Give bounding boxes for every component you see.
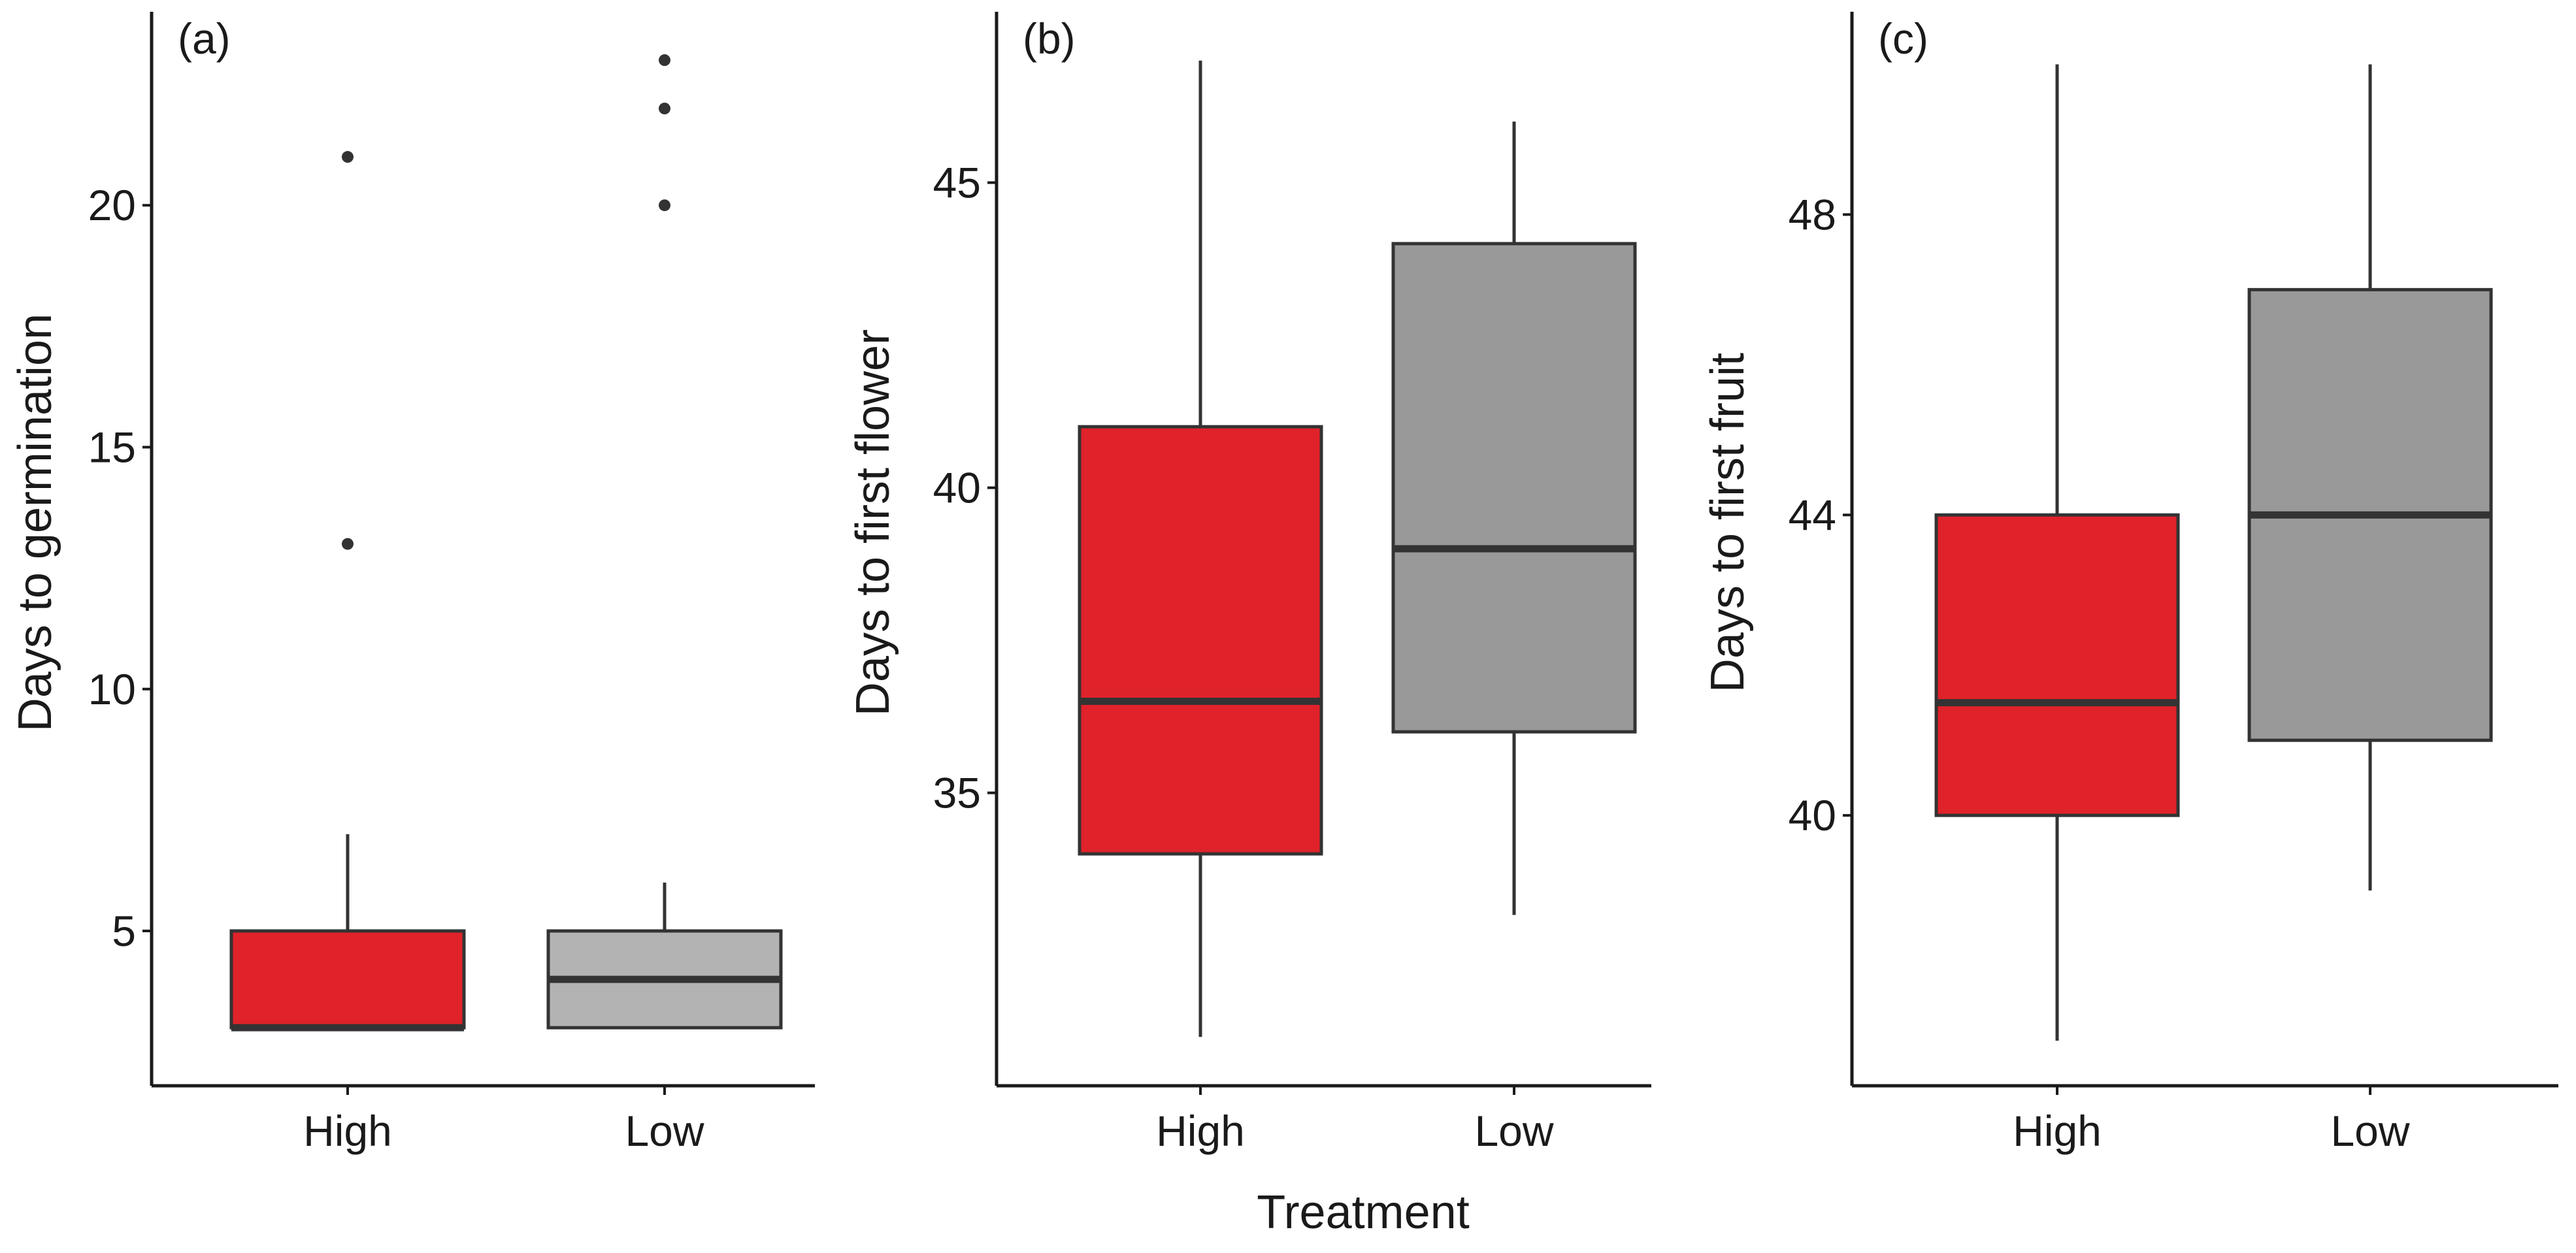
y-axis-title: Days to first flower [847,329,899,716]
x-tick-label-high: High [1156,1107,1245,1155]
y-tick-label: 10 [88,665,136,713]
outlier-point-low [659,103,670,115]
x-tick-label-low: Low [1474,1107,1553,1155]
panel-label: (a) [178,14,231,63]
x-tick-label-high: High [303,1107,392,1155]
outlier-point-low [659,199,670,212]
outlier-point-high [342,151,354,163]
panel-c: High Low 40 44 48 Days to first fruit (c) [1702,12,2558,1155]
y-tick-label: 45 [933,159,981,207]
box-low [1391,242,1637,734]
outlier-point-low [659,54,670,67]
y-tick-label: 40 [1789,791,1836,839]
box-high [1934,513,2180,817]
y-axis-title: Days to first fruit [1702,353,1754,692]
y-tick-label: 48 [1789,190,1836,238]
panel-label: (c) [1878,14,1928,63]
x-tick-label-high: High [2013,1107,2102,1155]
panel-b: High Low 35 40 45 Days to first flower (b) Trea… [847,12,1651,1239]
y-axis-title: Days to germination [9,314,61,732]
x-axis-title: Treatment [1257,1186,1469,1239]
y-tick-label: 20 [88,181,136,229]
y-tick-label: 15 [88,423,136,471]
y-tick-label: 40 [933,464,981,512]
x-tick-label-low: Low [2330,1107,2409,1155]
box-high [1078,425,1323,856]
y-tick-label: 44 [1789,491,1836,539]
x-tick-label-low: Low [625,1107,704,1155]
y-tick-label: 5 [112,907,136,955]
outlier-point-high [342,538,354,550]
panel-label: (b) [1023,14,1076,63]
panel-a: High Low 5 10 15 20 Days to germination (a) [9,12,815,1155]
box-high [229,929,466,1030]
y-tick-label: 35 [933,769,981,817]
